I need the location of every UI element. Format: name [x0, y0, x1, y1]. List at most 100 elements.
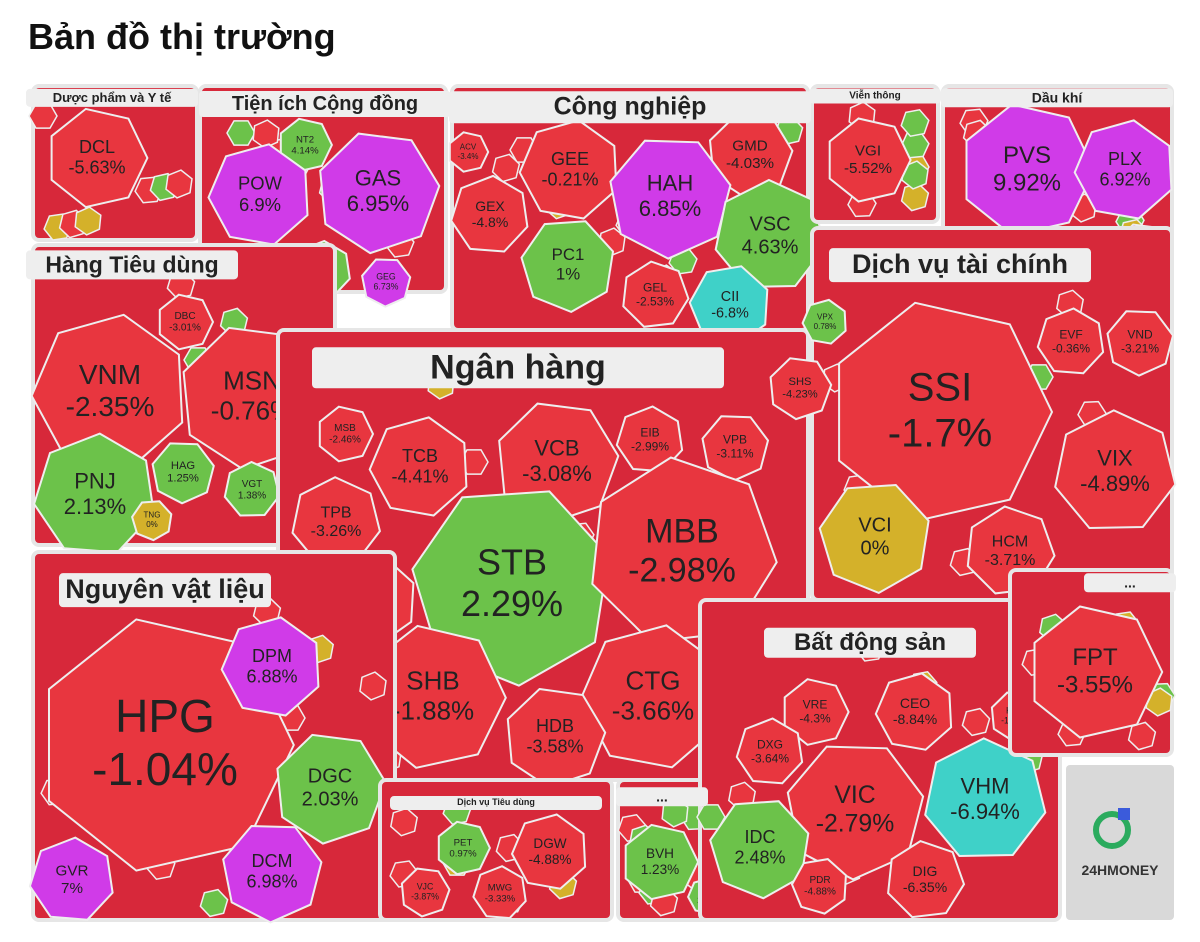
stock-change: 4.63%: [742, 236, 799, 258]
stock-change: -3.11%: [716, 446, 753, 460]
sector-label: Viễn thông: [809, 88, 941, 104]
stock-ticker: VPX: [817, 313, 834, 322]
stock-ticker: POW: [238, 173, 283, 194]
stock-change: -2.79%: [816, 810, 895, 837]
stock-cell: [1036, 307, 1105, 375]
stock-change: 6.92%: [1099, 170, 1150, 190]
sector-label: Dịch vụ Tiêu dùng: [390, 796, 602, 810]
filler-cell: [359, 671, 387, 701]
stock-change: -3.58%: [526, 737, 583, 757]
stock-change: -3.4%: [458, 152, 479, 161]
sector-label: Tiện ích Cộng đồng: [199, 91, 451, 117]
stock-ticker: DCM: [252, 851, 293, 871]
stock-ticker: GMD: [732, 138, 767, 155]
stock-ticker: CTG: [626, 666, 681, 696]
filler-cell: [28, 103, 58, 129]
stock-change: 7%: [61, 880, 83, 897]
sector-label: ...: [1084, 573, 1176, 593]
stock-cell: [28, 836, 114, 921]
sector-label: Dầu khí: [941, 88, 1173, 108]
stock-change: -4.3%: [799, 711, 831, 725]
stock-cell: [838, 301, 1054, 523]
stock-change: 2.03%: [302, 788, 359, 810]
stock-ticker: HPG: [115, 690, 215, 742]
stock-cell: [714, 178, 826, 288]
stock-change: -4.88%: [804, 887, 836, 898]
stock-ticker: ACV: [460, 143, 477, 152]
stock-change: 9.92%: [993, 170, 1061, 197]
stock-cell: [622, 260, 690, 328]
stock-cell: [1033, 605, 1164, 739]
stock-ticker: BVH: [646, 846, 674, 861]
stock-ticker: STB: [477, 542, 547, 583]
stock-ticker: GAS: [355, 166, 401, 191]
stock-change: 4.14%: [291, 145, 319, 156]
stock-change: -3.26%: [311, 523, 362, 540]
stock-ticker: MWG: [488, 882, 513, 893]
stock-cell: [828, 117, 912, 203]
stock-change: 2.48%: [734, 848, 785, 868]
stock-ticker: VIC: [834, 782, 875, 809]
stock-ticker: GVR: [56, 863, 89, 880]
stock-change: -6.35%: [903, 879, 947, 895]
logo-text: 24HMONEY: [1081, 862, 1159, 878]
filler-cell: [389, 807, 419, 837]
stock-cell: [965, 103, 1096, 237]
stock-cell: [361, 258, 412, 308]
stock-cell: [318, 405, 375, 463]
page-title: Bản đồ thị trường: [28, 16, 336, 57]
stock-cell: [1054, 409, 1177, 530]
stock-change: 0.78%: [814, 322, 837, 331]
stock-ticker: GEE: [551, 149, 589, 169]
stock-ticker: VGT: [242, 479, 263, 490]
stock-ticker: HCM: [992, 533, 1028, 550]
stock-cell: [448, 131, 490, 173]
stock-ticker: PLX: [1108, 149, 1142, 169]
stock-cell: [1073, 119, 1173, 220]
stock-cell: [615, 405, 684, 473]
filler-cell: [199, 888, 229, 918]
sector-label: Công nghiệp: [449, 91, 811, 123]
stock-ticker: PDR: [809, 875, 830, 886]
stock-change: 6.85%: [639, 196, 701, 221]
stock-ticker: DIG: [913, 863, 938, 879]
stock-cell: [319, 132, 441, 255]
stock-change: -0.21%: [541, 170, 598, 190]
stock-ticker: VNM: [79, 359, 141, 390]
stock-change: -3.87%: [411, 892, 439, 902]
stock-cell: [874, 672, 953, 751]
stock-change: -5.63%: [68, 158, 125, 178]
stock-cell: [276, 733, 387, 845]
stock-ticker: VRE: [803, 698, 828, 712]
stock-cell: [50, 107, 149, 209]
stock-change: -2.98%: [628, 551, 736, 589]
stock-cell: [783, 678, 850, 746]
sector-label: Nguyên vật liệu: [59, 573, 271, 607]
stock-cell: [520, 220, 615, 314]
stock-change: -2.53%: [636, 294, 674, 308]
filler-cell: [961, 707, 991, 737]
stock-ticker: VHM: [961, 774, 1010, 799]
stock-ticker: HAH: [647, 171, 693, 196]
stock-ticker: VCI: [858, 514, 891, 536]
stock-ticker: GEL: [643, 281, 667, 295]
stock-ticker: VND: [1127, 328, 1153, 342]
stock-cell: [220, 616, 320, 717]
sector-label: Ngân hàng: [312, 347, 724, 389]
sector-label: Dược phẩm và Y tế: [26, 88, 198, 108]
filler-cell: [491, 153, 521, 183]
stock-change: 0%: [861, 537, 890, 559]
stock-change: 6.98%: [246, 872, 297, 892]
stock-ticker: MSN: [223, 366, 281, 396]
stock-cell: [223, 460, 281, 517]
logo-icon-arrow: [1118, 808, 1130, 820]
stock-cell: [735, 717, 804, 785]
filler-cell: [165, 169, 193, 199]
stock-ticker: DGW: [533, 836, 566, 851]
stock-ticker: SHB: [406, 666, 459, 696]
stock-ticker: SHS: [788, 376, 811, 388]
stock-cell: [510, 813, 587, 890]
sector-label: Bất động sản: [764, 627, 976, 659]
